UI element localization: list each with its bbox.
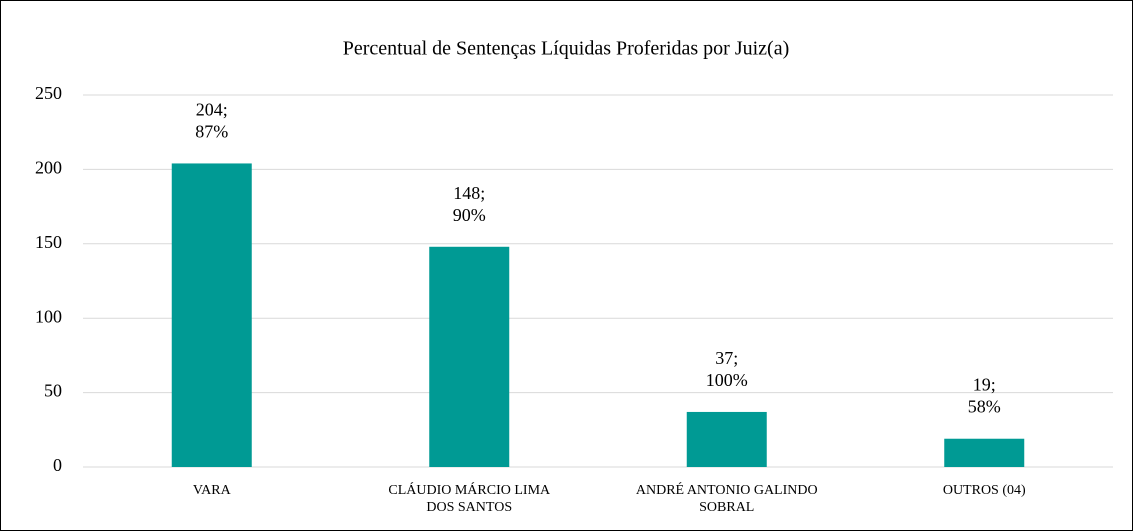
y-tick-label: 200 bbox=[35, 158, 62, 178]
y-tick-label: 50 bbox=[44, 381, 62, 401]
bar bbox=[429, 246, 510, 467]
y-tick-label: 0 bbox=[53, 455, 62, 475]
x-tick-label: ANDRÉ ANTONIO GALINDO SOBRAL bbox=[636, 481, 818, 515]
bar bbox=[944, 438, 1025, 467]
y-tick-label: 150 bbox=[35, 232, 62, 252]
x-tick-label: VARA bbox=[193, 483, 232, 498]
data-label: 204; 87% bbox=[195, 100, 228, 142]
chart-title: Percentual de Sentenças Líquidas Proferi… bbox=[343, 38, 790, 60]
x-tick-label: CLÁUDIO MÁRCIO LIMA DOS SANTOS bbox=[388, 481, 551, 515]
data-label: 148; 90% bbox=[453, 183, 486, 225]
data-label: 19; 58% bbox=[968, 375, 1001, 417]
y-tick-label: 100 bbox=[35, 306, 62, 326]
y-tick-label: 250 bbox=[35, 83, 62, 103]
data-label: 37; 100% bbox=[706, 348, 748, 390]
x-tick-label: OUTROS (04) bbox=[943, 483, 1026, 498]
bar bbox=[171, 163, 252, 467]
bar bbox=[686, 411, 767, 467]
